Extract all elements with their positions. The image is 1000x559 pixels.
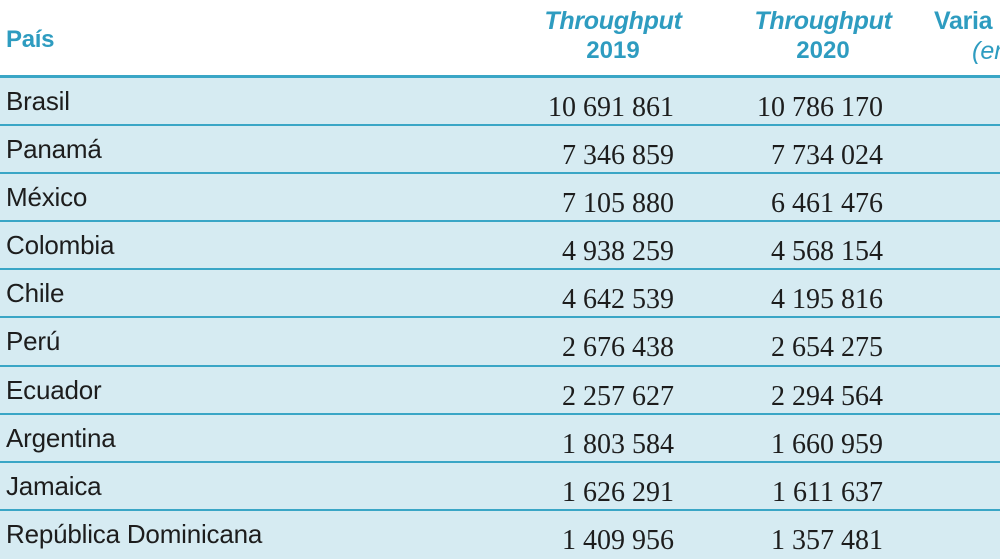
cell-throughput-2020: 1 357 481 xyxy=(771,524,883,556)
header-variation-sub: (er xyxy=(972,37,1000,65)
cell-throughput-2019: 7 105 880 xyxy=(562,188,674,220)
cell-throughput-2019: 1 803 584 xyxy=(562,428,674,460)
table-row: Chile 4 642 539 4 195 816 xyxy=(0,270,1000,319)
header-throughput-2020: Throughput 2020 xyxy=(738,6,908,66)
table-body: Brasil 10 691 861 10 786 170 Panamá 7 34… xyxy=(0,78,1000,559)
cell-country: Jamaica xyxy=(6,470,102,501)
header-variation-label: Varia xyxy=(934,7,993,35)
table-row: República Dominicana 1 409 956 1 357 481 xyxy=(0,511,1000,559)
table-row: Jamaica 1 626 291 1 611 637 xyxy=(0,463,1000,511)
cell-throughput-2019: 1 626 291 xyxy=(562,476,674,508)
cell-throughput-2019: 2 676 438 xyxy=(562,332,674,364)
header-throughput-2019: Throughput 2019 xyxy=(528,6,698,66)
cell-throughput-2019: 2 257 627 xyxy=(562,380,674,412)
cell-throughput-2019: 10 691 861 xyxy=(548,92,674,123)
cell-country: Ecuador xyxy=(6,374,102,405)
cell-country: República Dominicana xyxy=(6,518,263,549)
cell-throughput-2019: 4 642 539 xyxy=(562,284,674,316)
header-2020-year: 2020 xyxy=(796,37,850,64)
cell-country: México xyxy=(6,182,88,213)
header-2020-label: Throughput xyxy=(754,7,892,35)
cell-throughput-2020: 7 734 024 xyxy=(771,140,883,172)
cell-throughput-2020: 4 568 154 xyxy=(771,236,883,268)
table-row: Perú 2 676 438 2 654 275 xyxy=(0,318,1000,367)
cell-country: Perú xyxy=(6,326,61,357)
table-row: Brasil 10 691 861 10 786 170 xyxy=(0,78,1000,127)
cell-throughput-2020: 10 786 170 xyxy=(757,92,883,123)
cell-throughput-2019: 7 346 859 xyxy=(562,140,674,172)
header-country: País xyxy=(6,26,55,53)
cell-country: Chile xyxy=(6,278,65,309)
cell-throughput-2020: 2 654 275 xyxy=(771,332,883,364)
cell-country: Panamá xyxy=(6,134,102,165)
cell-throughput-2020: 1 611 637 xyxy=(772,476,883,508)
cell-throughput-2020: 1 660 959 xyxy=(771,428,883,460)
cell-throughput-2020: 6 461 476 xyxy=(771,188,883,220)
table-row: Argentina 1 803 584 1 660 959 xyxy=(0,415,1000,463)
cell-throughput-2020: 2 294 564 xyxy=(771,380,883,412)
table-row: Colombia 4 938 259 4 568 154 xyxy=(0,222,1000,271)
cell-throughput-2020: 4 195 816 xyxy=(771,284,883,316)
table-row: México 7 105 880 6 461 476 xyxy=(0,174,1000,223)
header-variation: Varia (er xyxy=(934,6,1000,66)
cell-throughput-2019: 1 409 956 xyxy=(562,524,674,556)
header-2019-year: 2019 xyxy=(586,37,640,64)
table-header: País Throughput 2019 Throughput 2020 Var… xyxy=(0,0,1000,78)
cell-country: Argentina xyxy=(6,422,116,453)
cell-country: Colombia xyxy=(6,230,115,261)
cell-throughput-2019: 4 938 259 xyxy=(562,236,674,268)
table-row: Ecuador 2 257 627 2 294 564 xyxy=(0,367,1000,415)
table-row: Panamá 7 346 859 7 734 024 xyxy=(0,126,1000,175)
cell-country: Brasil xyxy=(6,86,70,116)
header-2019-label: Throughput xyxy=(544,7,682,35)
